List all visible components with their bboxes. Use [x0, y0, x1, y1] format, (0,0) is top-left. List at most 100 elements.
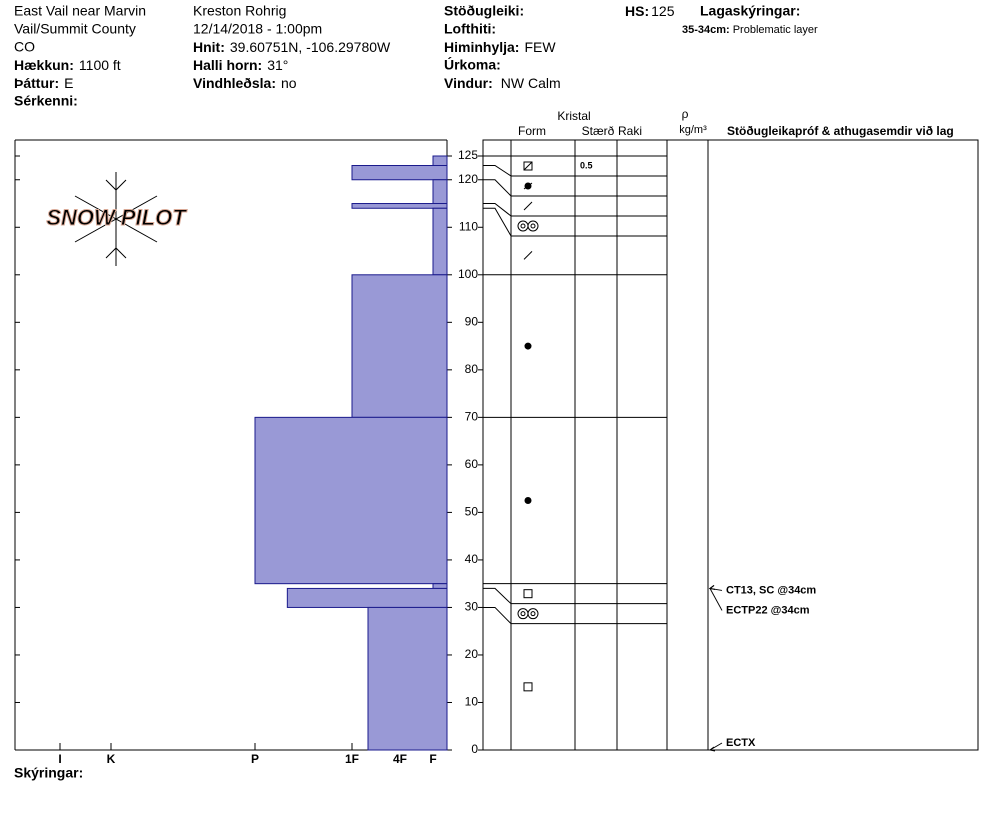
- hardness-bar: [351, 274, 448, 418]
- label: HS:: [625, 3, 649, 19]
- observer: Kreston Rohrig: [193, 3, 286, 19]
- grain-symbol: [517, 608, 529, 620]
- hardness-bar: [286, 587, 448, 608]
- datetime: 12/14/2018 - 1:00pm: [193, 21, 322, 37]
- layer-notes-title: Lagaskýringar:: [700, 3, 800, 19]
- y-tick-label: 80: [465, 362, 479, 376]
- grain-symbol: [524, 342, 532, 350]
- logo-text: SNOW PILOT: [46, 205, 187, 230]
- value: NW Calm: [501, 75, 561, 91]
- label: Hækkun:: [14, 57, 74, 73]
- test-arrowhead: [708, 585, 716, 590]
- x-tick-label: I: [58, 752, 61, 766]
- stability: Stöðugleiki:: [444, 3, 524, 19]
- y-tick-label: 60: [465, 457, 479, 471]
- hardness-bar: [432, 583, 448, 589]
- grain-symbol: [520, 611, 526, 617]
- y-tick-label: 90: [465, 314, 479, 328]
- grain-symbol: [530, 223, 536, 229]
- grain-form: [523, 201, 533, 211]
- y-tick-label: 40: [465, 552, 479, 566]
- x-tick-label: 1F: [345, 752, 359, 766]
- layer-connector: [483, 587, 512, 605]
- grain-form: [517, 220, 539, 232]
- features: Sérkenni:: [14, 93, 78, 109]
- layer-connector: [483, 207, 512, 237]
- value: 31°: [267, 57, 288, 73]
- column-header: Kristal: [557, 109, 590, 123]
- hardness-bar: [367, 606, 448, 751]
- location: Vail/Summit County: [14, 21, 136, 37]
- grain-symbol: [527, 220, 539, 232]
- y-tick-label: 100: [458, 267, 478, 281]
- grain-form: [523, 589, 533, 599]
- grain-symbol: [523, 161, 533, 171]
- hardness-bar: [351, 203, 448, 209]
- precip: Úrkoma:: [444, 56, 501, 73]
- hardness-bar: [351, 165, 448, 181]
- aspect: Þáttur: E: [14, 75, 73, 91]
- footer: Skýringar:: [14, 765, 83, 781]
- grain-symbol: [517, 220, 529, 232]
- wind-loading: Vindhleðsla: no: [193, 75, 297, 91]
- x-tick-label: K: [107, 752, 116, 766]
- grain-form: [523, 251, 533, 260]
- grain-symbol: [523, 682, 533, 692]
- layer-connector: [483, 179, 512, 197]
- grain-size: 0.5: [580, 160, 593, 170]
- label: Hnit:: [193, 39, 225, 55]
- hs: HS: 125: [625, 3, 675, 19]
- layer-connector: [483, 203, 512, 217]
- hardness-bar: [432, 179, 448, 205]
- frame: [14, 139, 979, 751]
- label: Himinhylja:: [444, 39, 519, 55]
- x-tick-label: 4F: [393, 752, 407, 766]
- column-header: Form: [518, 124, 546, 138]
- test-arrowhead: [708, 746, 716, 752]
- value: no: [281, 75, 297, 91]
- location: East Vail near Marvin: [14, 3, 146, 19]
- hardness-bar: [432, 207, 448, 276]
- layer-note: 35-34cm: Problematic layer: [682, 24, 818, 36]
- range: 35-34cm:: [682, 24, 730, 36]
- grain-symbol: [523, 182, 533, 190]
- value: 125: [651, 3, 675, 19]
- column-header: kg/m³: [679, 124, 707, 136]
- grain-symbol: [523, 251, 533, 260]
- value: FEW: [524, 39, 556, 55]
- test-label: CT13, SC @34cm: [726, 584, 816, 596]
- label: Vindhleðsla:: [193, 75, 276, 91]
- label: Þáttur:: [14, 75, 59, 91]
- elevation: Hækkun: 1100 ft: [14, 57, 121, 73]
- y-tick-label: 50: [465, 505, 479, 519]
- note: Problematic layer: [733, 24, 818, 36]
- grain-symbol: [520, 223, 526, 229]
- y-tick-label: 125: [458, 148, 478, 162]
- wind: Vindur: NW Calm: [444, 75, 561, 91]
- y-tick-label: 30: [465, 600, 479, 614]
- x-tick-label: F: [429, 752, 436, 766]
- hardness-bar: [254, 416, 448, 585]
- value: 39.60751N, -106.29780W: [230, 39, 391, 55]
- label: Vindur:: [444, 75, 493, 91]
- y-tick-label: 120: [458, 172, 478, 186]
- column-header: Stöðugleikapróf & athugasemdir við lag: [727, 124, 954, 138]
- slope: Halli horn: 31°: [193, 57, 288, 73]
- y-tick-label: 0: [471, 742, 478, 756]
- test-label: ECTP22 @34cm: [726, 604, 810, 616]
- label: Halli horn:: [193, 57, 262, 73]
- grain-form: [523, 161, 533, 171]
- grain-symbol: [527, 608, 539, 620]
- grain-form: [524, 342, 532, 350]
- hardness-bar: [432, 155, 448, 167]
- layer-connector: [483, 606, 512, 625]
- grain-symbol: [523, 161, 533, 171]
- y-tick-label: 10: [465, 695, 479, 709]
- grain-form: [517, 608, 539, 620]
- sky: Himinhylja: FEW: [444, 39, 556, 55]
- grain-symbol: [524, 497, 532, 505]
- grain-symbol: [530, 611, 536, 617]
- grain-symbol: [523, 201, 533, 211]
